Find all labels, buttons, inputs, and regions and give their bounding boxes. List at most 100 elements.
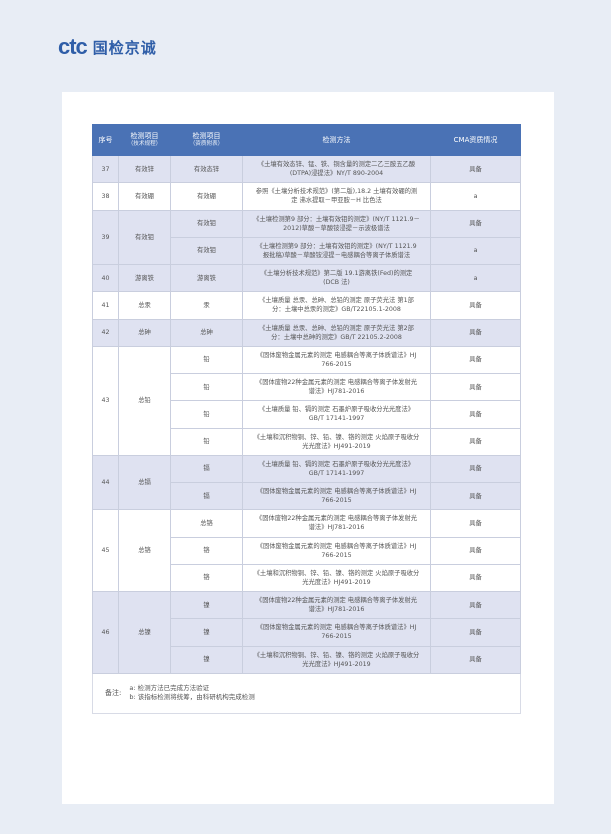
item-technical: 游离铁	[118, 263, 171, 293]
cma-status: 具备	[430, 563, 521, 593]
test-method: 《土壤和沉积物铜、锌、铅、镍、铬的测定 火焰原子吸收分光光度法》HJ491-20…	[242, 563, 431, 593]
item-qualification: 铅	[170, 427, 243, 456]
item-qualification: 有效钼	[170, 209, 243, 238]
item-qualification: 镍	[170, 618, 243, 647]
table-row: 铅《固体废物22种金属元素的测定 电感耦合等离子体发射光谱法》HJ781-201…	[93, 372, 521, 402]
item-qualification: 有效态锌	[170, 154, 243, 184]
column-header-sublabel: （资质附表）	[189, 140, 224, 147]
item-qualification: 镉	[170, 481, 243, 511]
row-number: 39	[92, 209, 119, 265]
cma-status: 具备	[430, 454, 521, 484]
test-method: 《土壤质量 总汞、总砷、总铅的测定 原子荧光法 第1部分：土壤中总汞的测定》GB…	[242, 291, 431, 320]
row-number: 43	[92, 345, 119, 456]
test-method: 《土壤质量 铅、镉的测定 石墨炉原子吸收分光光度法》GB/T 17141-199…	[242, 454, 431, 484]
item-technical: 有效硼	[118, 182, 171, 211]
item-qualification: 铅	[170, 400, 243, 429]
cma-status: 具备	[430, 318, 521, 347]
cma-status: 具备	[430, 154, 521, 184]
item-qualification: 汞	[170, 291, 243, 320]
table-row: 39 有效钼 有效钼 《土壤检测第9 部分：土壤有效钼的测定》(NY/T 1121.9…	[92, 209, 521, 265]
table-row: 镉《固体废物金属元素的测定 电感耦合等离子体质谱法》HJ 766-2015 具备	[93, 481, 521, 511]
test-method: 《固体废物22种金属元素的测定 电感耦合等离子体发射光谱法》HJ781-2016	[242, 509, 431, 538]
notes-lines: a: 检测方法已完成方法验证 b: 该指标检测将统筹，由科研机构完成检测	[129, 684, 254, 703]
item-technical: 总镍	[118, 591, 171, 674]
test-method: 《固体废物金属元素的测定 电感耦合等离子体质谱法》HJ 766-2015	[242, 536, 431, 565]
item-qualification: 镍	[170, 645, 243, 674]
table-row: 45 总铬 总铬 《固体废物22种金属元素的测定 电感耦合等离子体发射光谱法》HJ78…	[92, 509, 521, 592]
test-method: 《固体废物金属元素的测定 电感耦合等离子体质谱法》HJ 766-2015	[242, 618, 431, 647]
test-method: 《土壤和沉积物铜、锌、铅、镍、铬的测定 火焰原子吸收分光光度法》HJ491-20…	[242, 645, 431, 674]
item-qualification: 总铬	[170, 509, 243, 538]
cma-status: 具备	[430, 645, 521, 674]
table-header-row: 序号 检测项目 （技术规程） 检测项目 （资质附表） 检测方法 CMA资质情况	[92, 124, 521, 156]
column-header-label: 检测项目	[130, 132, 159, 141]
column-header: 检测项目 （技术规程）	[118, 124, 171, 156]
row-number: 45	[92, 509, 119, 592]
cma-status: 具备	[430, 509, 521, 538]
table-row: 铬《土壤和沉积物铜、锌、铅、镍、铬的测定 火焰原子吸收分光光度法》HJ491-2…	[93, 563, 521, 593]
table-row: 有效钼 《土壤检测第9 部分：土壤有效钼的测定》(NY/T 1121.9 报批稿)…	[93, 236, 521, 266]
item-qualification: 游离铁	[170, 263, 243, 293]
item-technical: 总铬	[118, 509, 171, 592]
table-row: 41 总汞汞《土壤质量 总汞、总砷、总铅的测定 原子荧光法 第1部分：土壤中总汞的…	[92, 291, 521, 320]
cma-status: 具备	[430, 427, 521, 456]
table-row: 42 总砷 总砷 《土壤质量 总汞、总砷、总铅的测定 原子荧光法 第2部分：土壤中总砷…	[92, 318, 521, 347]
test-method: 《土壤分析技术规范》第二版 19.1游离铁(Fed)的测定(DCB 法)	[242, 263, 431, 293]
column-header-sublabel: （技术规程）	[127, 140, 162, 147]
column-header-label: CMA资质情况	[453, 135, 498, 144]
table-row: 37 有效锌 有效态锌 《土壤有效态锌、锰、铁、铜含量的测定二乙三胺五乙酸(DTPA)…	[92, 154, 521, 184]
notes-row: 备注: a: 检测方法已完成方法验证 b: 该指标检测将统筹，由科研机构完成检测	[92, 672, 521, 714]
column-header: 检测项目 （资质附表）	[170, 124, 243, 156]
cma-status: a	[430, 263, 521, 293]
item-qualification: 铬	[170, 536, 243, 565]
item-qualification: 铅	[170, 372, 243, 402]
table-row: 46 总镍镍《固体废物22种金属元素的测定 电感耦合等离子体发射光谱法》HJ781…	[92, 590, 521, 674]
column-header-label: 序号	[98, 135, 113, 144]
cma-status: 具备	[430, 400, 521, 429]
logo-mark: ctc	[58, 34, 88, 59]
item-qualification: 有效硼	[170, 182, 243, 211]
test-method: 《固体废物金属元素的测定 电感耦合等离子体质谱法》HJ 766-2015	[242, 345, 431, 375]
item-technical: 有效钼	[118, 209, 171, 265]
cma-status: a	[430, 182, 521, 211]
cma-status: 具备	[430, 372, 521, 402]
row-number: 44	[92, 454, 119, 511]
cma-status: 具备	[430, 536, 521, 565]
test-method: 《土壤有效态锌、锰、铁、铜含量的测定二乙三胺五乙酸(DTPA)浸提法》NY/T …	[242, 154, 431, 184]
column-header-label: 检测方法	[322, 135, 351, 144]
note-line: b: 该指标检测将统筹，由科研机构完成检测	[129, 693, 255, 702]
item-qualification: 有效钼	[170, 236, 243, 266]
item-technical: 总汞	[118, 291, 171, 320]
table-row: 40 游离铁 游离铁 《土壤分析技术规范》第二版 19.1游离铁(Fed)的测定(DC…	[92, 263, 521, 293]
item-qualification: 铬	[170, 563, 243, 593]
test-method: 《土壤质量 总汞、总砷、总铅的测定 原子荧光法 第2部分：土壤中总砷的测定》GB…	[242, 318, 431, 347]
item-qualification: 总砷	[170, 318, 243, 347]
row-number: 42	[92, 318, 119, 347]
cma-status: 具备	[430, 481, 521, 511]
item-qualification: 镉	[170, 454, 243, 484]
column-header: 检测方法	[242, 124, 431, 156]
item-technical: 总砷	[118, 318, 171, 347]
item-qualification: 铅	[170, 345, 243, 375]
item-qualification: 镍	[170, 590, 243, 620]
row-number: 38	[92, 182, 119, 211]
notes-cell: 备注: a: 检测方法已完成方法验证 b: 该指标检测将统筹，由科研机构完成检测	[92, 672, 521, 714]
test-method: 《固体废物22种金属元素的测定 电感耦合等离子体发射光谱法》HJ781-2016	[242, 590, 431, 620]
column-header: 序号	[92, 124, 119, 156]
logo: ctc 国检京诚	[58, 36, 157, 58]
cma-status: 具备	[430, 291, 521, 320]
row-number: 40	[92, 263, 119, 293]
item-technical: 总镉	[118, 454, 171, 511]
test-method: 《固体废物22种金属元素的测定 电感耦合等离子体发射光谱法》HJ781-2016	[242, 372, 431, 402]
item-technical: 有效锌	[118, 154, 171, 184]
logo-name: 国检京诚	[92, 38, 157, 57]
column-header-label: 检测项目	[192, 132, 221, 141]
cma-status: 具备	[430, 209, 521, 238]
table-row: 43 总铅铅《固体废物金属元素的测定 电感耦合等离子体质谱法》HJ 766-201…	[92, 345, 521, 456]
item-technical: 总铅	[118, 345, 171, 456]
table-row: 铅《土壤质量 铅、镉的测定 石墨炉原子吸收分光光度法》GB/T 17141-19…	[93, 400, 521, 429]
notes: 备注: a: 检测方法已完成方法验证 b: 该指标检测将统筹，由科研机构完成检测	[105, 684, 508, 703]
cma-status: a	[430, 236, 521, 266]
row-number: 46	[92, 591, 119, 674]
cma-status: 具备	[430, 590, 521, 620]
